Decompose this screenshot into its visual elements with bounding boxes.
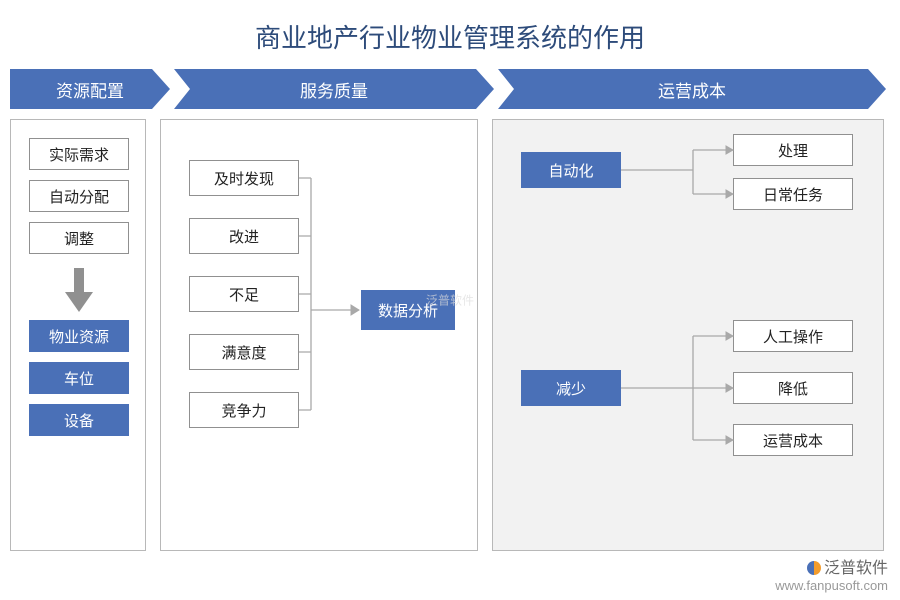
panel-quality: 及时发现改进不足满意度竞争力数据分析	[160, 119, 478, 551]
col1-top-1: 自动分配	[29, 180, 129, 212]
logo-icon	[807, 561, 821, 575]
panel-cost: 自动化处理日常任务减少人工操作降低运营成本	[492, 119, 884, 551]
watermark-bottom-right: 泛普软件 www.fanpusoft.com	[775, 559, 888, 594]
col1-top-0: 实际需求	[29, 138, 129, 170]
columns-wrapper: 实际需求自动分配调整物业资源车位设备 及时发现改进不足满意度竞争力数据分析 自动…	[0, 119, 900, 551]
chevron-2: 运营成本	[498, 69, 886, 109]
page-title: 商业地产行业物业管理系统的作用	[0, 0, 900, 69]
brand-url: www.fanpusoft.com	[775, 578, 888, 594]
col1-top-2: 调整	[29, 222, 129, 254]
col3-g2-connector	[493, 120, 883, 550]
brand-text: 泛普软件	[824, 560, 888, 577]
col1-bot-0: 物业资源	[29, 320, 129, 352]
chevron-row: 资源配置 服务质量 运营成本	[10, 69, 890, 109]
panel-resources: 实际需求自动分配调整物业资源车位设备	[10, 119, 146, 551]
col1-bot-1: 车位	[29, 362, 129, 394]
down-arrow-icon	[65, 268, 93, 317]
chevron-1: 服务质量	[174, 69, 494, 109]
col1-bot-2: 设备	[29, 404, 129, 436]
chevron-0: 资源配置	[10, 69, 170, 109]
col2-connector	[161, 120, 477, 550]
